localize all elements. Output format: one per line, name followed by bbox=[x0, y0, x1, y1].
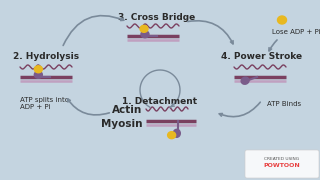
Text: Actin: Actin bbox=[112, 105, 142, 115]
Text: ATP Binds: ATP Binds bbox=[267, 101, 301, 107]
Text: 2. Hydrolysis: 2. Hydrolysis bbox=[13, 52, 79, 61]
Ellipse shape bbox=[168, 132, 176, 139]
Text: Lose ADP + Pi: Lose ADP + Pi bbox=[272, 29, 320, 35]
Ellipse shape bbox=[140, 25, 148, 32]
Text: 1. Detachment: 1. Detachment bbox=[123, 97, 197, 106]
Text: 4. Power Stroke: 4. Power Stroke bbox=[221, 52, 303, 61]
Text: ATP splits into
ADP + Pi: ATP splits into ADP + Pi bbox=[20, 97, 69, 110]
Text: Myosin: Myosin bbox=[100, 119, 142, 129]
Text: CREATED USING: CREATED USING bbox=[264, 157, 300, 161]
FancyBboxPatch shape bbox=[245, 150, 319, 178]
Ellipse shape bbox=[141, 31, 149, 38]
Text: 3. Cross Bridge: 3. Cross Bridge bbox=[118, 13, 196, 22]
Text: POWTOON: POWTOON bbox=[264, 163, 300, 168]
Ellipse shape bbox=[34, 71, 42, 78]
Ellipse shape bbox=[173, 129, 180, 137]
Ellipse shape bbox=[34, 66, 42, 73]
Ellipse shape bbox=[241, 77, 249, 84]
Ellipse shape bbox=[277, 16, 286, 24]
